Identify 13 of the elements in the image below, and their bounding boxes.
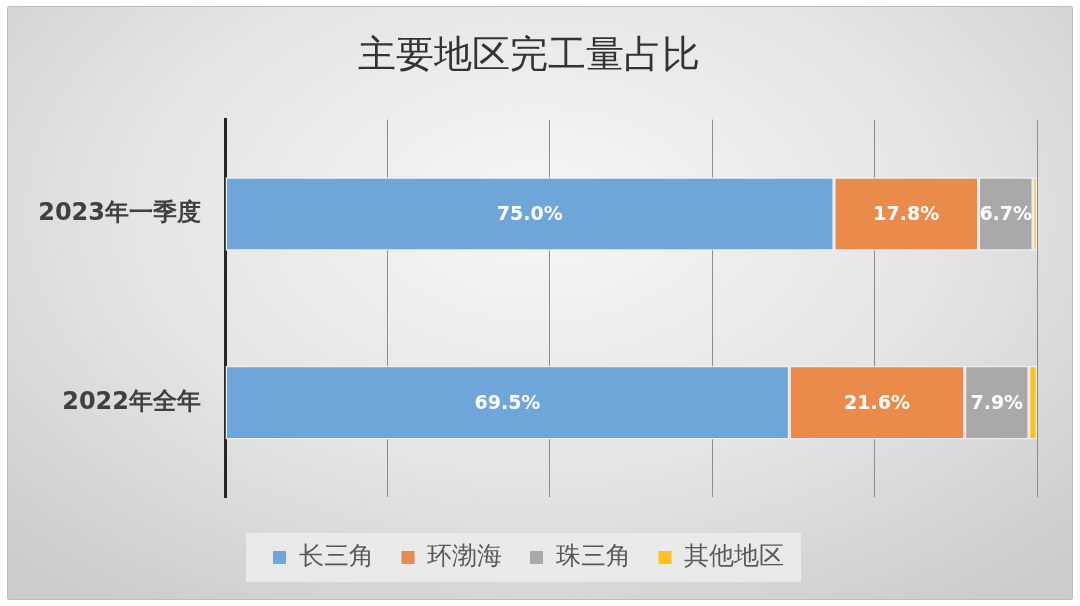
legend-label: 环渤海 [427,541,502,570]
y-tick-label: 2022年全年 [62,386,201,415]
legend-label: 其他地区 [684,541,784,570]
data-label: 7.9% [970,390,1024,413]
data-label: 17.8% [873,201,940,224]
data-label: 75.0% [496,201,563,224]
legend-label: 珠三角 [555,541,631,570]
data-label: 69.5% [474,390,541,413]
y-tick-label: 2023年一季度 [38,198,201,227]
data-label: 21.6% [844,390,910,413]
data-label: 6.7% [979,201,1033,224]
chart-title: 主要地区完工量占比 [357,31,700,76]
legend-label: 长三角 [298,541,374,570]
